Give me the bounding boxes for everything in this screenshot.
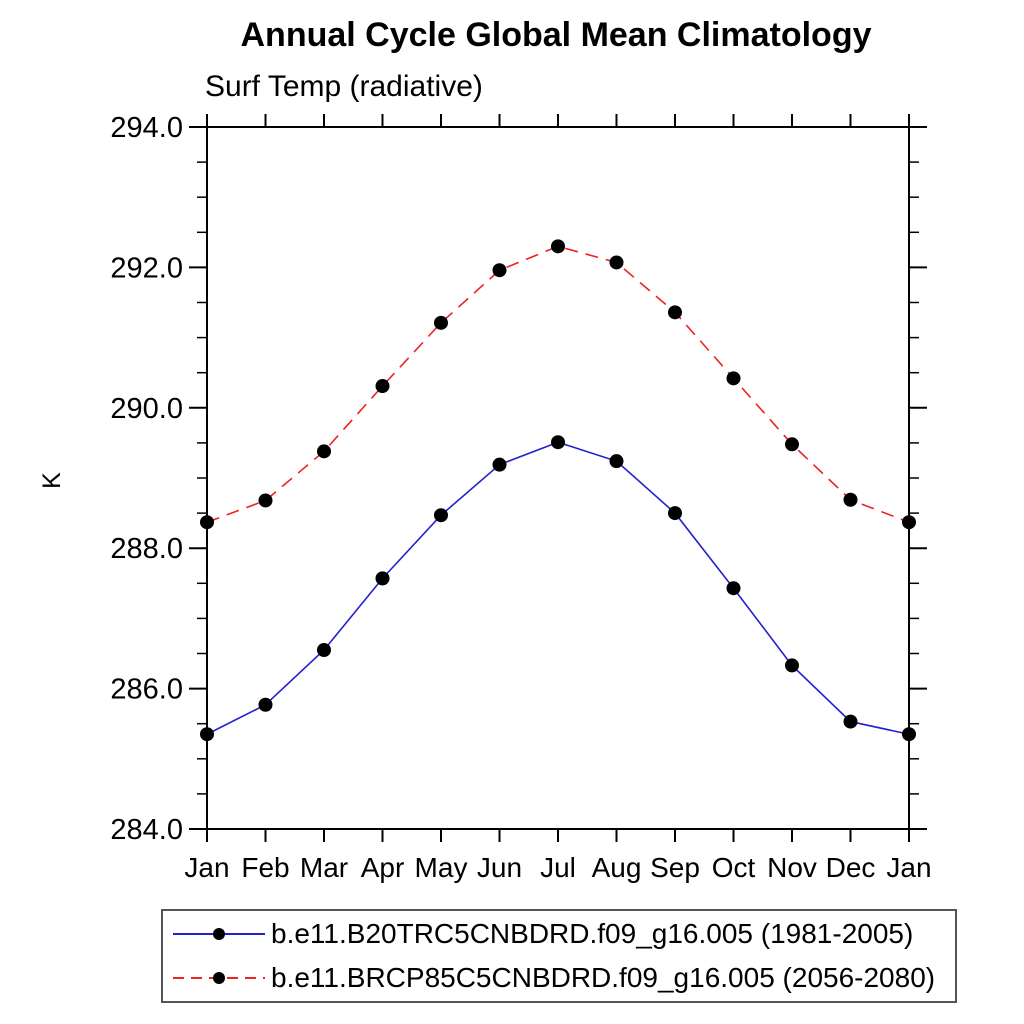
y-tick-label: 294.0 [110, 112, 183, 144]
x-tick-label: Jan [184, 852, 229, 883]
data-point [434, 315, 448, 330]
data-point [668, 506, 682, 521]
legend-label-historical: b.e11.B20TRC5CNBDRD.f09_g16.005 (1981-20… [271, 918, 914, 949]
data-point [668, 305, 682, 320]
data-point [317, 444, 331, 459]
series-0-line [206, 441, 910, 736]
y-tick-label: 288.0 [110, 533, 183, 565]
data-point [726, 581, 741, 596]
data-point [258, 697, 273, 712]
x-tick-label: Jun [477, 852, 522, 883]
data-point [492, 457, 507, 472]
data-point [492, 263, 507, 278]
x-tick-label: Nov [767, 852, 817, 883]
data-point [609, 454, 624, 469]
data-point [902, 515, 916, 530]
data-point [375, 379, 390, 394]
legend-line-sample-rcp85 [173, 972, 265, 984]
x-tick-label: Aug [592, 852, 642, 883]
x-axis: Jan Feb Mar Apr May Jun Jul Aug Sep Oct Nov Dec Jan [184, 114, 932, 883]
y-tick-label: 284.0 [110, 814, 183, 846]
data-point [785, 658, 799, 673]
data-point [375, 571, 390, 586]
legend-marker-icon [213, 928, 225, 940]
y-tick-label: 286.0 [110, 674, 183, 706]
y-tick-label: 292.0 [110, 252, 183, 284]
data-point [726, 371, 741, 386]
data-point [551, 435, 565, 450]
legend-row-historical: b.e11.B20TRC5CNBDRD.f09_g16.005 (1981-20… [169, 914, 955, 954]
legend-row-rcp85: b.e11.BRCP85C5CNBDRD.f09_g16.005 (2056-2… [169, 958, 955, 998]
x-tick-label: May [415, 852, 468, 883]
y-tick-label: 290.0 [110, 393, 183, 425]
x-tick-label: Jan [886, 852, 931, 883]
data-point [609, 255, 624, 270]
chart-subtitle: Surf Temp (radiative) [205, 70, 483, 103]
legend: b.e11.B20TRC5CNBDRD.f09_g16.005 (1981-20… [161, 909, 957, 1003]
series-1-line [206, 245, 910, 523]
data-point [902, 727, 916, 742]
legend-line-sample-historical [173, 928, 265, 940]
legend-label-rcp85: b.e11.BRCP85C5CNBDRD.f09_g16.005 (2056-2… [271, 962, 936, 993]
series-0 [200, 435, 916, 742]
data-point [434, 508, 448, 523]
data-point [785, 437, 799, 452]
x-tick-label: Apr [361, 852, 405, 883]
data-point [200, 515, 214, 530]
series-1 [200, 239, 916, 530]
x-tick-label: Oct [712, 852, 756, 883]
data-point [317, 642, 331, 657]
y-axis: 284.0 286.0 288.0 290.0 292.0 294.0 [110, 112, 927, 846]
x-tick-label: Mar [300, 852, 348, 883]
x-tick-label: Jul [540, 852, 576, 883]
plot-frame [206, 126, 910, 830]
data-point [843, 492, 858, 507]
legend-marker-icon [213, 972, 225, 984]
chart-title: Annual Cycle Global Mean Climatology [240, 16, 872, 54]
data-point [843, 714, 858, 729]
data-point [200, 727, 214, 742]
data-point [551, 239, 565, 254]
x-tick-label: Sep [650, 852, 700, 883]
data-point [258, 493, 273, 508]
x-tick-label: Feb [241, 852, 289, 883]
x-tick-label: Dec [826, 852, 876, 883]
